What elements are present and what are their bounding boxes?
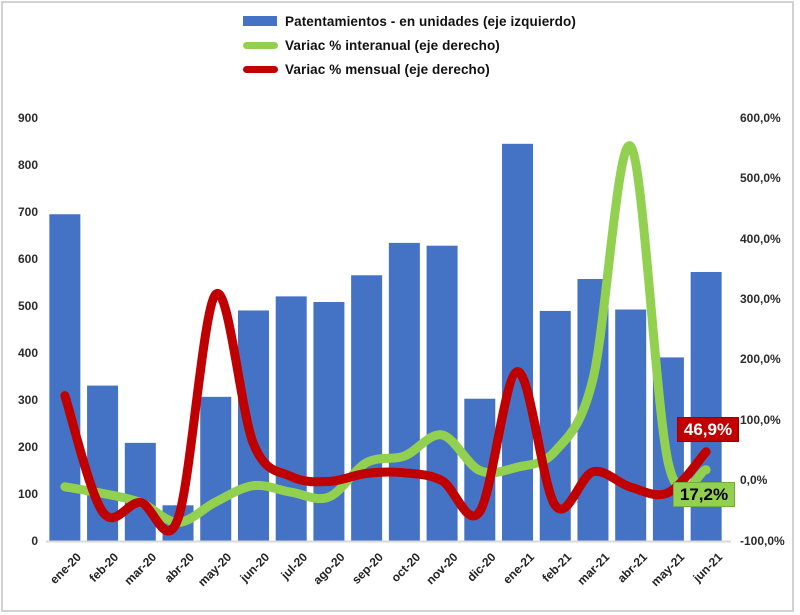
y-axis-left-tick: 500 <box>17 298 38 313</box>
bar-sep-20 <box>351 275 383 541</box>
line-swatch-icon <box>243 65 278 73</box>
legend: Patentamientos - en unidades (eje izquie… <box>243 9 576 81</box>
y-axis-right-tick: 400,0% <box>740 231 781 246</box>
y-axis-left-tick: 0 <box>31 533 38 548</box>
legend-label: Variac % interanual (eje derecho) <box>285 37 500 53</box>
y-axis-right-tick: 600,0% <box>740 111 781 125</box>
callout-interanual-badge: 17,2% <box>673 482 735 507</box>
legend-item-interanual: Variac % interanual (eje derecho) <box>243 33 576 57</box>
y-axis-right-tick: 300,0% <box>740 292 781 307</box>
y-axis-right-tick: 500,0% <box>740 171 781 186</box>
legend-item-mensual: Variac % mensual (eje derecho) <box>243 57 576 81</box>
y-axis-left-tick: 600 <box>17 251 38 266</box>
y-axis-left-tick: 200 <box>17 439 38 454</box>
bar-jul-20 <box>275 296 307 541</box>
y-axis-right-tick: 100,0% <box>740 412 781 427</box>
bar-mar-20 <box>124 442 156 541</box>
y-axis-left-tick: 700 <box>17 204 38 219</box>
y-axis-right-tick: 200,0% <box>740 352 781 367</box>
y-axis-right-tick: 0,0% <box>740 473 768 488</box>
y-axis-left-tick: 900 <box>17 111 38 125</box>
y-axis-left-tick: 800 <box>17 157 38 172</box>
bar-may-20 <box>200 396 232 541</box>
legend-label: Variac % mensual (eje derecho) <box>285 61 490 77</box>
line-swatch-icon <box>243 41 278 49</box>
legend-item-patentamientos: Patentamientos - en unidades (eje izquie… <box>243 9 576 33</box>
bar-abr-21 <box>615 309 647 541</box>
y-axis-left-tick: 300 <box>17 392 38 407</box>
interanual-line <box>60 141 711 527</box>
bar-jun-20 <box>237 310 269 541</box>
bar-swatch-icon <box>243 16 277 26</box>
y-axis-left-tick: 100 <box>17 486 38 501</box>
mensual-line <box>60 289 711 536</box>
callout-mensual-badge: 46,9% <box>677 417 739 442</box>
y-axis-right-tick: -100,0% <box>740 533 785 548</box>
bar-ago-20 <box>313 302 345 541</box>
bar-oct-20 <box>388 242 420 541</box>
legend-label: Patentamientos - en unidades (eje izquie… <box>285 13 576 29</box>
y-axis-left-tick: 400 <box>17 345 38 360</box>
bar-ene-21 <box>502 143 534 541</box>
